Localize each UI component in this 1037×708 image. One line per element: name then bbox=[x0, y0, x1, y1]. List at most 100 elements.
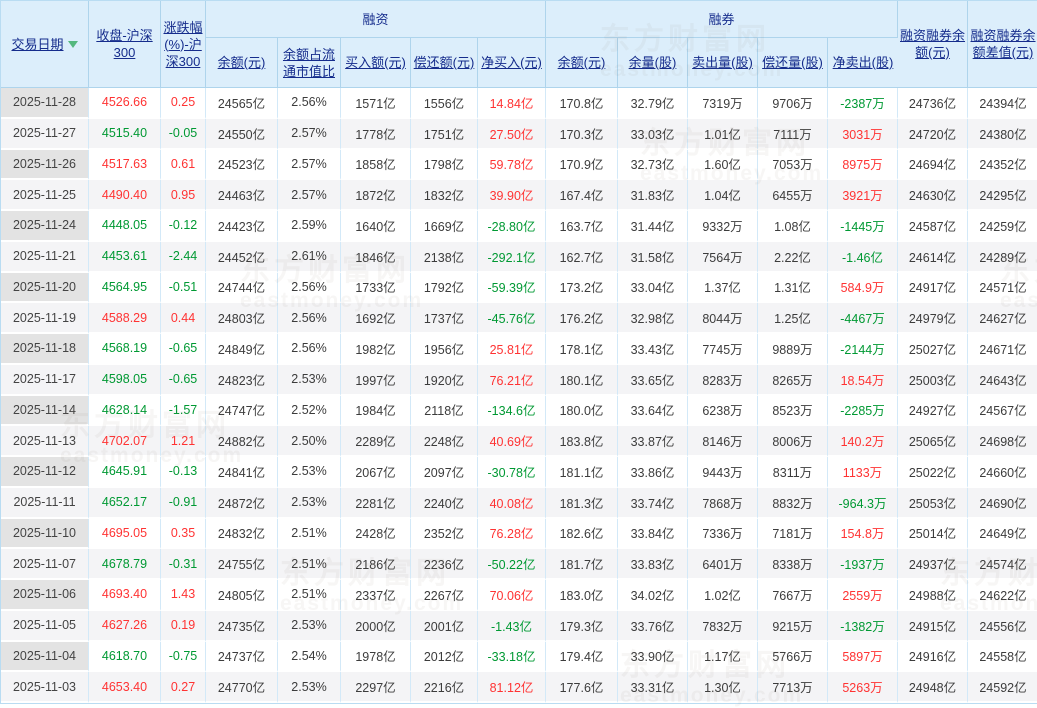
cell-close: 4526.66 bbox=[89, 88, 161, 119]
table-row: 2025-11-05 4627.26 0.19 24735亿 2.53% 2000亿 200… bbox=[1, 610, 1037, 642]
cell-date: 2025-11-19 bbox=[1, 303, 89, 334]
cell-total-balance: 24694亿 bbox=[898, 149, 968, 181]
cell-rz-balance-ratio: 2.61% bbox=[278, 241, 341, 273]
table-row: 2025-11-25 4490.40 0.95 24463亿 2.57% 1872亿 183… bbox=[1, 180, 1037, 211]
cell-balance-diff: 24690亿 bbox=[968, 487, 1037, 519]
column-header-balance-diff[interactable]: 融资融券余额差值(元) bbox=[968, 1, 1037, 88]
column-header-rz-balance-ratio[interactable]: 余额占流通市值比 bbox=[278, 38, 341, 88]
cell-change-pct: 0.95 bbox=[161, 180, 206, 211]
cell-rz-balance: 24550亿 bbox=[206, 118, 278, 150]
cell-rz-balance: 24882亿 bbox=[206, 426, 278, 457]
cell-total-balance: 24916亿 bbox=[898, 641, 968, 673]
cell-change-pct: -0.65 bbox=[161, 334, 206, 365]
cell-rz-balance: 24565亿 bbox=[206, 88, 278, 119]
cell-rz-balance-ratio: 2.51% bbox=[278, 518, 341, 550]
cell-rq-sell-volume: 7832万 bbox=[688, 610, 758, 642]
column-header-rq-sell-volume[interactable]: 卖出量(股) bbox=[688, 38, 758, 88]
cell-rz-balance: 24737亿 bbox=[206, 641, 278, 673]
cell-rz-balance-ratio: 2.56% bbox=[278, 88, 341, 119]
cell-rq-sell-volume: 6238万 bbox=[688, 395, 758, 427]
cell-rq-net-sell: 1133万 bbox=[828, 457, 898, 488]
cell-rq-net-sell: 8975万 bbox=[828, 149, 898, 181]
cell-rz-balance: 24452亿 bbox=[206, 241, 278, 273]
cell-balance-diff: 24556亿 bbox=[968, 610, 1037, 642]
column-header-rq-repay-volume[interactable]: 偿还量(股) bbox=[758, 38, 828, 88]
cell-rz-net-buy: -30.78亿 bbox=[478, 457, 546, 488]
cell-rq-net-sell: 5263万 bbox=[828, 672, 898, 703]
cell-rq-sell-volume: 1.01亿 bbox=[688, 118, 758, 150]
column-header-trade-date[interactable]: 交易日期 bbox=[1, 1, 89, 88]
cell-rq-balance: 170.3亿 bbox=[546, 118, 618, 150]
cell-rq-repay-volume: 8006万 bbox=[758, 426, 828, 457]
cell-close: 4490.40 bbox=[89, 180, 161, 211]
column-header-rq-balance[interactable]: 余额(元) bbox=[546, 38, 618, 88]
table-row: 2025-11-20 4564.95 -0.51 24744亿 2.56% 1733亿 17… bbox=[1, 272, 1037, 304]
column-header-rz-balance[interactable]: 余额(元) bbox=[206, 38, 278, 88]
cell-rq-sell-volume: 6401万 bbox=[688, 549, 758, 580]
column-header-rz-buy[interactable]: 买入额(元) bbox=[341, 38, 411, 88]
cell-rz-repay: 1920亿 bbox=[411, 364, 478, 396]
column-header-rz-net-buy[interactable]: 净买入(元) bbox=[478, 38, 546, 88]
cell-rq-volume: 33.04亿 bbox=[618, 272, 688, 304]
cell-change-pct: 0.25 bbox=[161, 88, 206, 119]
cell-total-balance: 24917亿 bbox=[898, 272, 968, 304]
column-header-total-balance[interactable]: 融资融券余额(元) bbox=[898, 1, 968, 88]
cell-rq-balance: 183.0亿 bbox=[546, 580, 618, 611]
cell-balance-diff: 24643亿 bbox=[968, 364, 1037, 396]
cell-change-pct: -0.75 bbox=[161, 641, 206, 673]
cell-total-balance: 24630亿 bbox=[898, 180, 968, 211]
table-row: 2025-11-27 4515.40 -0.05 24550亿 2.57% 1778亿 17… bbox=[1, 118, 1037, 150]
column-header-rz-repay[interactable]: 偿还额(元) bbox=[411, 38, 478, 88]
cell-rz-net-buy: 76.21亿 bbox=[478, 364, 546, 396]
cell-rq-volume: 31.58亿 bbox=[618, 241, 688, 273]
cell-rz-balance: 24744亿 bbox=[206, 272, 278, 304]
cell-rz-net-buy: -134.6亿 bbox=[478, 395, 546, 427]
cell-close: 4568.19 bbox=[89, 334, 161, 365]
cell-rq-repay-volume: 9706万 bbox=[758, 88, 828, 119]
cell-rq-net-sell: -964.3万 bbox=[828, 487, 898, 519]
cell-rz-balance-ratio: 2.50% bbox=[278, 426, 341, 457]
column-header-change-pct-csi300[interactable]: 涨跌幅(%)-沪深300 bbox=[161, 1, 206, 88]
cell-rq-balance: 167.4亿 bbox=[546, 180, 618, 211]
cell-date: 2025-11-18 bbox=[1, 334, 89, 365]
cell-rq-volume: 31.83亿 bbox=[618, 180, 688, 211]
column-header-rq-volume[interactable]: 余量(股) bbox=[618, 38, 688, 88]
cell-rz-net-buy: -50.22亿 bbox=[478, 549, 546, 580]
cell-rq-repay-volume: 7181万 bbox=[758, 518, 828, 550]
cell-rq-volume: 31.44亿 bbox=[618, 211, 688, 242]
cell-rz-balance: 24747亿 bbox=[206, 395, 278, 427]
cell-close: 4448.05 bbox=[89, 211, 161, 242]
table-row: 2025-11-19 4588.29 0.44 24803亿 2.56% 1692亿 173… bbox=[1, 303, 1037, 334]
cell-rz-net-buy: 27.50亿 bbox=[478, 118, 546, 150]
cell-rz-net-buy: 14.84亿 bbox=[478, 88, 546, 119]
cell-rq-volume: 34.02亿 bbox=[618, 580, 688, 611]
group-header-securities-lending: 融券 bbox=[546, 1, 898, 38]
cell-rq-sell-volume: 1.04亿 bbox=[688, 180, 758, 211]
cell-date: 2025-11-10 bbox=[1, 518, 89, 550]
cell-rz-balance-ratio: 2.57% bbox=[278, 118, 341, 150]
cell-rq-balance: 173.2亿 bbox=[546, 272, 618, 304]
cell-close: 4645.91 bbox=[89, 457, 161, 488]
cell-rz-repay: 1792亿 bbox=[411, 272, 478, 304]
cell-balance-diff: 24574亿 bbox=[968, 549, 1037, 580]
column-header-rq-net-sell[interactable]: 净卖出(股) bbox=[828, 38, 898, 88]
cell-rz-net-buy: 59.78亿 bbox=[478, 149, 546, 181]
table-row: 2025-11-06 4693.40 1.43 24805亿 2.51% 2337亿 226… bbox=[1, 580, 1037, 611]
cell-rz-repay: 1737亿 bbox=[411, 303, 478, 334]
cell-rz-balance: 24805亿 bbox=[206, 580, 278, 611]
cell-total-balance: 25022亿 bbox=[898, 457, 968, 488]
cell-date: 2025-11-11 bbox=[1, 487, 89, 519]
cell-total-balance: 25003亿 bbox=[898, 364, 968, 396]
cell-rz-balance-ratio: 2.53% bbox=[278, 487, 341, 519]
table-row: 2025-11-11 4652.17 -0.91 24872亿 2.53% 2281亿 22… bbox=[1, 487, 1037, 519]
cell-rq-repay-volume: 7667万 bbox=[758, 580, 828, 611]
cell-rz-repay: 2001亿 bbox=[411, 610, 478, 642]
cell-rz-balance-ratio: 2.56% bbox=[278, 303, 341, 334]
cell-balance-diff: 24698亿 bbox=[968, 426, 1037, 457]
cell-rz-buy: 2281亿 bbox=[341, 487, 411, 519]
cell-rq-volume: 33.87亿 bbox=[618, 426, 688, 457]
cell-rq-net-sell: -2387万 bbox=[828, 88, 898, 119]
column-header-close-csi300[interactable]: 收盘-沪深300 bbox=[89, 1, 161, 88]
cell-rq-balance: 177.6亿 bbox=[546, 672, 618, 703]
cell-rq-sell-volume: 1.30亿 bbox=[688, 672, 758, 703]
